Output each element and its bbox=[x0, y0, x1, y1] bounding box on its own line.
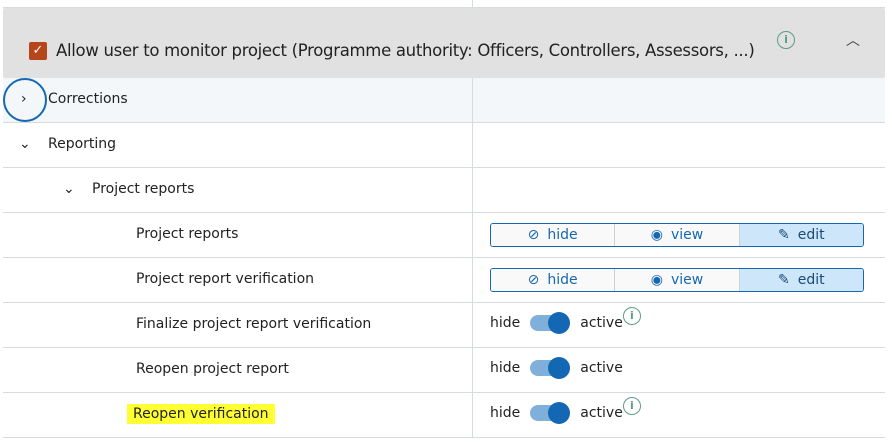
permission-row-report-verification: Project report verification ⊘ hide ◉ view … bbox=[3, 258, 885, 303]
pencil-icon: ✎ bbox=[778, 227, 790, 243]
toggle-switch[interactable] bbox=[530, 402, 571, 424]
permission-group-header[interactable]: ✓ Allow user to monitor project (Program… bbox=[3, 8, 885, 78]
row-label: Reporting bbox=[48, 136, 117, 152]
pencil-icon: ✎ bbox=[778, 272, 790, 288]
chevron-up-icon[interactable]: ︿ bbox=[846, 33, 860, 49]
info-icon[interactable]: i bbox=[622, 307, 641, 325]
tree-row-reporting[interactable]: ⌄ Reporting bbox=[3, 123, 885, 168]
row-label: Reopen verification bbox=[127, 404, 275, 424]
edit-option[interactable]: ✎ edit bbox=[739, 224, 863, 246]
previous-row bbox=[3, 0, 885, 8]
permission-row-reopen-verification: Reopen verification hide active i bbox=[3, 393, 885, 438]
row-label: Project report verification bbox=[136, 271, 315, 287]
on-label: active bbox=[580, 405, 623, 421]
eye-slash-icon: ⊘ bbox=[527, 272, 540, 288]
toggle-switch[interactable] bbox=[530, 312, 571, 334]
on-label: active bbox=[580, 360, 623, 376]
off-label: hide bbox=[490, 405, 521, 421]
allow-monitor-checkbox[interactable]: ✓ bbox=[29, 42, 47, 60]
row-label: Reopen project report bbox=[136, 361, 289, 377]
hide-option[interactable]: ⊘ hide bbox=[491, 269, 616, 291]
permission-segmented-control[interactable]: ⊘ hide ◉ view ✎ edit bbox=[490, 268, 864, 292]
hide-option[interactable]: ⊘ hide bbox=[491, 224, 616, 246]
toggle-switch[interactable] bbox=[530, 357, 571, 379]
row-label: Project reports bbox=[92, 181, 195, 197]
eye-icon: ◉ bbox=[650, 227, 663, 243]
info-icon[interactable]: i bbox=[622, 397, 641, 415]
info-icon[interactable]: i bbox=[777, 31, 795, 49]
tree-row-project-reports-group[interactable]: ⌄ Project reports bbox=[3, 168, 885, 213]
permission-row-finalize: Finalize project report verification hid… bbox=[3, 303, 885, 348]
eye-icon: ◉ bbox=[650, 272, 663, 288]
group-title: Allow user to monitor project (Programme… bbox=[56, 41, 755, 60]
off-label: hide bbox=[490, 315, 521, 331]
on-label: active bbox=[580, 315, 623, 331]
permission-row-reopen-report: Reopen project report hide active bbox=[3, 348, 885, 393]
view-option[interactable]: ◉ view bbox=[615, 224, 740, 246]
edit-option[interactable]: ✎ edit bbox=[739, 269, 863, 291]
row-label: Corrections bbox=[48, 91, 128, 107]
tree-row-corrections[interactable]: › Corrections bbox=[3, 78, 885, 123]
eye-slash-icon: ⊘ bbox=[527, 227, 540, 243]
permission-row-project-reports: Project reports ⊘ hide ◉ view ✎ edit bbox=[3, 213, 885, 258]
view-option[interactable]: ◉ view bbox=[615, 269, 740, 291]
chevron-down-icon[interactable]: ⌄ bbox=[19, 136, 31, 152]
off-label: hide bbox=[490, 360, 521, 376]
permission-segmented-control[interactable]: ⊘ hide ◉ view ✎ edit bbox=[490, 223, 864, 247]
row-label: Finalize project report verification bbox=[136, 316, 372, 332]
row-label: Project reports bbox=[136, 226, 239, 242]
focus-ring bbox=[3, 78, 47, 122]
chevron-down-icon[interactable]: ⌄ bbox=[63, 181, 75, 197]
